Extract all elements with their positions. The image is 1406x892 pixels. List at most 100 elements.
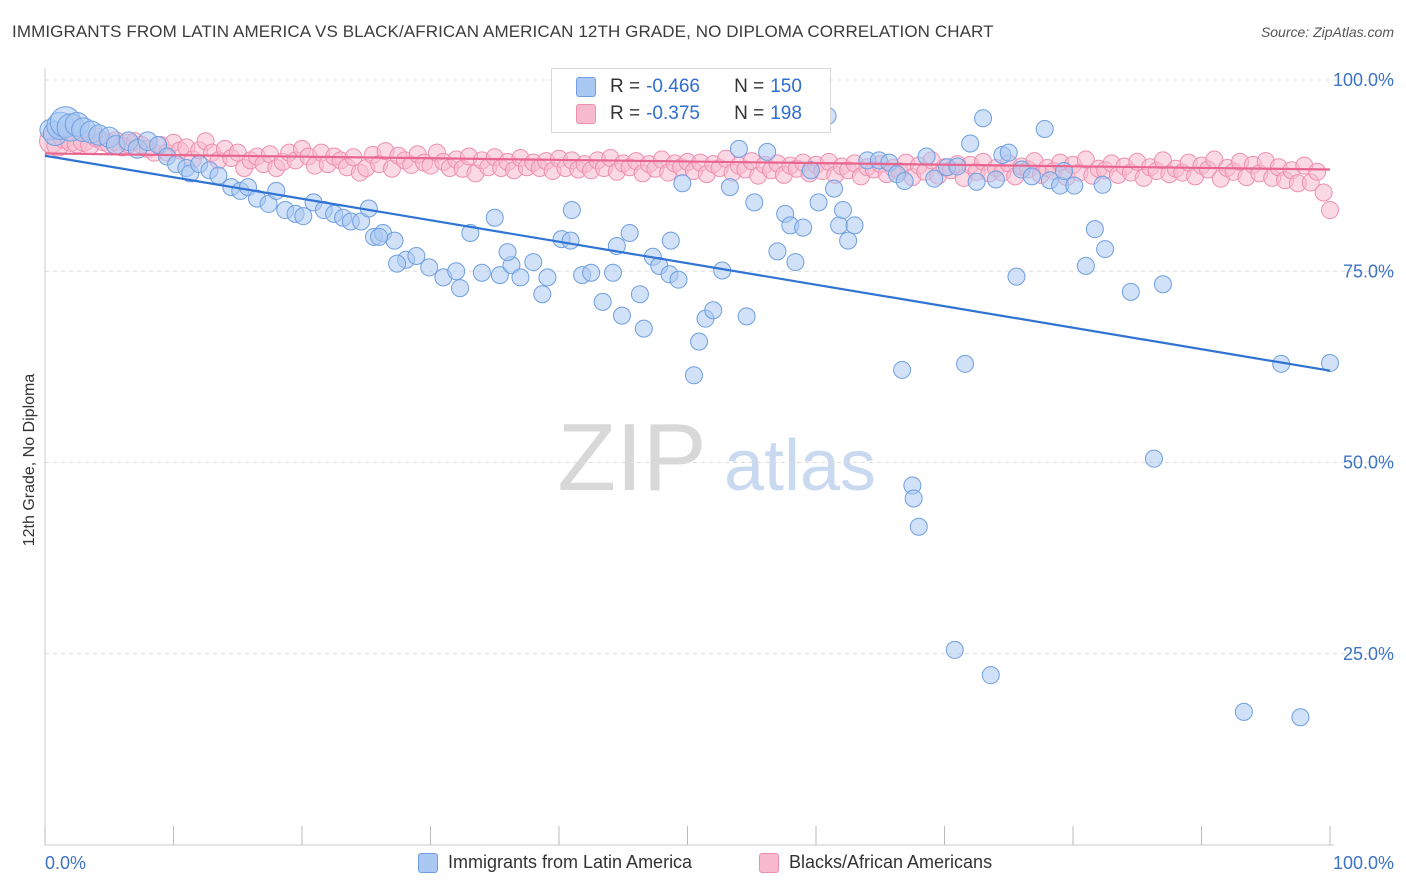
blue-point-99 xyxy=(845,216,864,235)
legend-item-latin-america[interactable]: Immigrants from Latin America xyxy=(418,852,692,873)
watermark: ZIP atlas xyxy=(557,404,876,511)
pink-point-199 xyxy=(1321,201,1339,220)
blue-point-105 xyxy=(895,171,914,190)
blue-point-65 xyxy=(603,263,622,282)
blue-point-56 xyxy=(524,253,543,272)
y-tick-label-0: 25.0% xyxy=(1343,644,1394,664)
blue-point-86 xyxy=(758,142,777,161)
y-tick-label-3: 100.0% xyxy=(1333,70,1394,90)
blue-point-133 xyxy=(1096,240,1115,259)
chart-title: IMMIGRANTS FROM LATIN AMERICA VS BLACK/A… xyxy=(12,22,994,41)
blue-point-130 xyxy=(1076,256,1095,275)
blue-point-58 xyxy=(538,268,557,287)
legend-label-latin-america: Immigrants from Latin America xyxy=(448,852,693,872)
blue-point-124 xyxy=(1022,167,1041,186)
blue-point-114 xyxy=(956,354,975,373)
blue-point-137 xyxy=(1234,702,1253,721)
blue-point-115 xyxy=(961,134,980,153)
blue-point-84 xyxy=(737,307,756,326)
blue-point-90 xyxy=(786,253,805,272)
blue-point-119 xyxy=(986,170,1005,189)
legend-row-pink: R = -0.375 N = 198 xyxy=(576,102,802,126)
blue-point-41 xyxy=(370,227,389,246)
blue-point-51 xyxy=(485,208,504,227)
blue-point-47 xyxy=(447,262,466,281)
blue-point-27 xyxy=(267,181,286,200)
blue-point-68 xyxy=(620,224,639,242)
pink-point-197 xyxy=(1308,162,1327,181)
blue-point-77 xyxy=(684,366,703,385)
legend-n-label: N = xyxy=(734,103,765,124)
blue-point-117 xyxy=(974,109,993,128)
blue-point-136 xyxy=(1153,275,1172,294)
y-tick-label-1: 50.0% xyxy=(1343,453,1394,473)
blue-point-54 xyxy=(511,268,530,287)
blue-point-82 xyxy=(720,178,739,197)
blue-point-107 xyxy=(904,489,923,508)
blue-point-125 xyxy=(1035,119,1054,138)
blue-point-69 xyxy=(630,285,649,304)
blue-point-108 xyxy=(909,517,928,536)
pink-series-points xyxy=(39,125,1339,220)
blue-point-63 xyxy=(582,263,601,282)
blue-point-57 xyxy=(533,285,552,304)
pink-point-161 xyxy=(1076,150,1095,169)
blue-point-91 xyxy=(794,218,813,237)
legend-r-blue: -0.466 xyxy=(646,76,700,97)
correlation-legend: R = -0.466 N = 150 R = -0.375 N = 198 xyxy=(551,68,831,133)
pink-point-198 xyxy=(1314,183,1333,202)
legend-label-black-african-american: Blacks/African Americans xyxy=(789,852,993,872)
blue-point-104 xyxy=(893,360,912,379)
y-tick-label-2: 75.0% xyxy=(1343,261,1394,281)
blue-point-60 xyxy=(561,231,580,250)
blue-point-135 xyxy=(1144,449,1163,468)
blue-point-83 xyxy=(729,139,748,158)
blue-point-118 xyxy=(981,666,1000,685)
blue-point-43 xyxy=(407,246,426,265)
blue-point-52 xyxy=(490,266,509,285)
blue-point-48 xyxy=(451,279,470,298)
blue-point-138 xyxy=(1291,708,1310,727)
blue-point-40 xyxy=(385,231,404,250)
pink-trend-line xyxy=(44,152,1331,171)
blue-point-131 xyxy=(1085,220,1104,239)
blue-point-67 xyxy=(612,306,631,325)
blue-point-122 xyxy=(1007,267,1026,286)
legend-r-label: R = xyxy=(610,103,641,124)
blue-point-73 xyxy=(661,231,680,250)
blue-point-129 xyxy=(1065,176,1084,195)
legend-n-label: N = xyxy=(734,76,765,97)
legend-row-blue: R = -0.466 N = 150 xyxy=(576,75,802,99)
blue-point-45 xyxy=(420,258,439,277)
blue-point-70 xyxy=(634,319,653,338)
blue-point-64 xyxy=(593,292,612,311)
blue-point-85 xyxy=(745,193,764,212)
blue-point-30 xyxy=(294,207,313,226)
legend-r-pink: -0.375 xyxy=(646,103,700,124)
blue-point-110 xyxy=(925,169,944,188)
axes xyxy=(44,68,1334,846)
blue-point-97 xyxy=(833,201,852,220)
blue-trend-line xyxy=(44,154,1331,372)
x-tick-label-1: 100.0% xyxy=(1333,853,1394,873)
blue-point-109 xyxy=(917,147,936,166)
blue-point-61 xyxy=(562,201,581,220)
blue-point-116 xyxy=(967,172,986,191)
watermark-atlas: atlas xyxy=(724,426,876,506)
blue-point-98 xyxy=(839,231,858,250)
legend-item-black-african-american[interactable]: Blacks/African Americans xyxy=(759,852,992,873)
blue-point-50 xyxy=(472,263,491,282)
x-tick-label-0: 0.0% xyxy=(45,853,86,873)
blue-point-112 xyxy=(948,157,967,176)
blue-point-55 xyxy=(498,243,517,262)
blue-point-140 xyxy=(1321,354,1339,373)
blue-point-49 xyxy=(461,224,480,242)
blue-point-87 xyxy=(768,242,787,261)
blue-point-92 xyxy=(801,161,820,180)
blue-point-78 xyxy=(690,332,709,351)
blue-point-96 xyxy=(830,216,849,235)
legend-swatch-blue xyxy=(418,852,438,873)
blue-point-113 xyxy=(945,640,964,659)
x-tick-labels: 0.0% 100.0% xyxy=(45,853,1394,873)
legend-swatch-pink xyxy=(576,104,596,124)
